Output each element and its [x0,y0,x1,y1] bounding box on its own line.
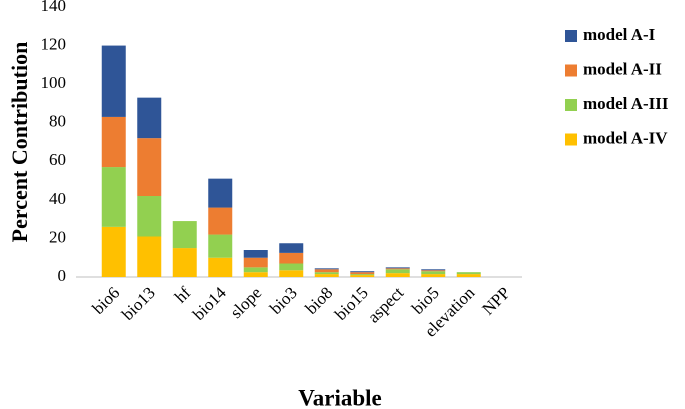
legend-swatch [565,64,577,77]
x-tick-label: bio6 [89,283,124,318]
x-tick-label: bio15 [331,283,372,324]
bar-segment [243,257,268,268]
bar-segment [137,196,162,237]
y-axis-label: Percent Contribution [7,42,32,243]
legend-swatch [565,99,577,111]
bar-segment [421,270,446,272]
bar-segment [314,269,339,273]
legend-label: model A-II [583,59,662,78]
bar-segment [350,275,375,277]
bar-segment [279,243,304,253]
bar-segment [137,97,162,139]
bar-segment [208,257,233,277]
bar-segment [314,272,339,275]
bar-segment [243,250,268,258]
bar-segment [421,269,446,271]
bar-segment [101,116,126,168]
y-tick-label: 120 [41,34,67,53]
x-tick-label: bio13 [118,283,159,324]
bar-segment [208,234,233,258]
bar-segment [101,226,126,277]
x-tick-label: NPP [478,283,513,318]
bar-segment [101,167,126,227]
y-tick-label: 100 [41,73,67,92]
x-tick-label: bio8 [302,283,337,318]
bar-segment [279,270,304,277]
bar-segment [385,267,410,269]
bar-segment [314,274,339,277]
bar-segment [385,273,410,277]
y-tick-label: 80 [49,112,66,131]
bar-segment [279,263,304,271]
legend-label: model A-III [583,94,669,113]
bar-segment [350,271,375,273]
x-axis-label: Variable [298,385,382,409]
bar-segment [350,274,375,276]
bar-segment [172,248,197,277]
y-tick-label: 60 [49,150,66,169]
bar-segment [314,268,339,270]
bar-segment [279,252,304,264]
x-tick-label: bio3 [266,283,301,318]
bar-segment [137,236,162,277]
bar-segment [208,207,233,235]
y-tick-label: 140 [41,0,67,15]
bar-segment [208,178,233,208]
bar-segment [243,267,268,273]
bar-segment [385,268,410,270]
x-tick-label: aspect [364,283,408,327]
x-tick-label: slope [227,283,266,322]
bar-segment [243,272,268,277]
bar-segment [101,45,126,117]
legend-swatch [565,133,577,146]
y-tick-label: 20 [49,227,66,246]
legend-label: model A-I [583,25,656,44]
bar-segment [172,221,197,249]
bar-segment [421,274,446,277]
legend-label: model A-IV [583,128,668,147]
x-tick-label: bio14 [189,283,230,324]
bar-segment [421,271,446,275]
bar-segment [385,269,410,274]
y-tick-label: 0 [58,266,67,285]
y-tick-label: 40 [49,189,66,208]
x-tick-label: hf [171,283,195,307]
bar-segment [456,274,481,277]
legend-swatch [565,30,577,42]
bar-segment [137,138,162,196]
bar-segment [456,272,481,275]
bar-segment [350,272,375,275]
